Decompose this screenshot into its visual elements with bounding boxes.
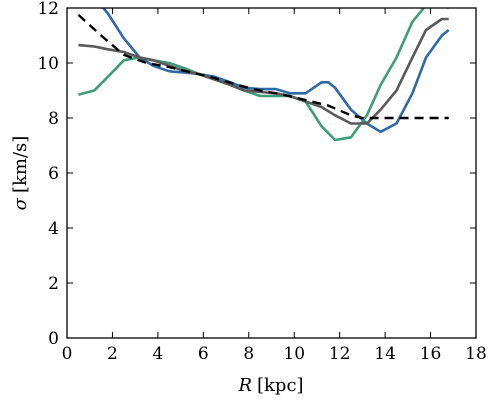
x-tick-label: 16 [420, 344, 442, 364]
x-tick-label: 18 [465, 344, 487, 364]
y-tick-label: 0 [48, 329, 59, 349]
x-tick-label: 2 [107, 344, 118, 364]
y-tick-label: 4 [48, 219, 59, 239]
x-axis-variable: R [237, 375, 252, 396]
x-tick-label: 12 [329, 344, 351, 364]
x-axis-label: R [kpc] [237, 375, 303, 396]
y-tick-label: 8 [48, 109, 59, 129]
x-tick-label: 4 [152, 344, 163, 364]
x-tick-label: 14 [374, 344, 396, 364]
y-axis-label: σ [km/s] [10, 136, 31, 211]
y-tick-label: 2 [48, 274, 59, 294]
series-line-3 [78, 17, 449, 125]
y-tick-label: 12 [37, 0, 59, 19]
series-line-1 [101, 8, 450, 134]
series-line-2 [78, 8, 449, 142]
x-tick-label: 10 [283, 344, 305, 364]
ticks-layer: 0 2 4 6 8 10 12 14 16 18 0 2 4 6 8 10 12 [37, 0, 486, 364]
x-tick-label: 8 [243, 344, 254, 364]
x-axis-unit: [kpc] [257, 375, 304, 396]
y-tick-label: 6 [48, 164, 59, 184]
plot-frame [66, 7, 477, 339]
x-tick-label: 0 [62, 344, 73, 364]
y-axis-unit: [km/s] [10, 136, 31, 193]
x-tick-label: 6 [198, 344, 209, 364]
y-axis-variable: σ [10, 197, 31, 210]
series-layer [77, 8, 450, 142]
series-line-4 [77, 14, 449, 120]
y-tick-label: 10 [37, 54, 59, 74]
